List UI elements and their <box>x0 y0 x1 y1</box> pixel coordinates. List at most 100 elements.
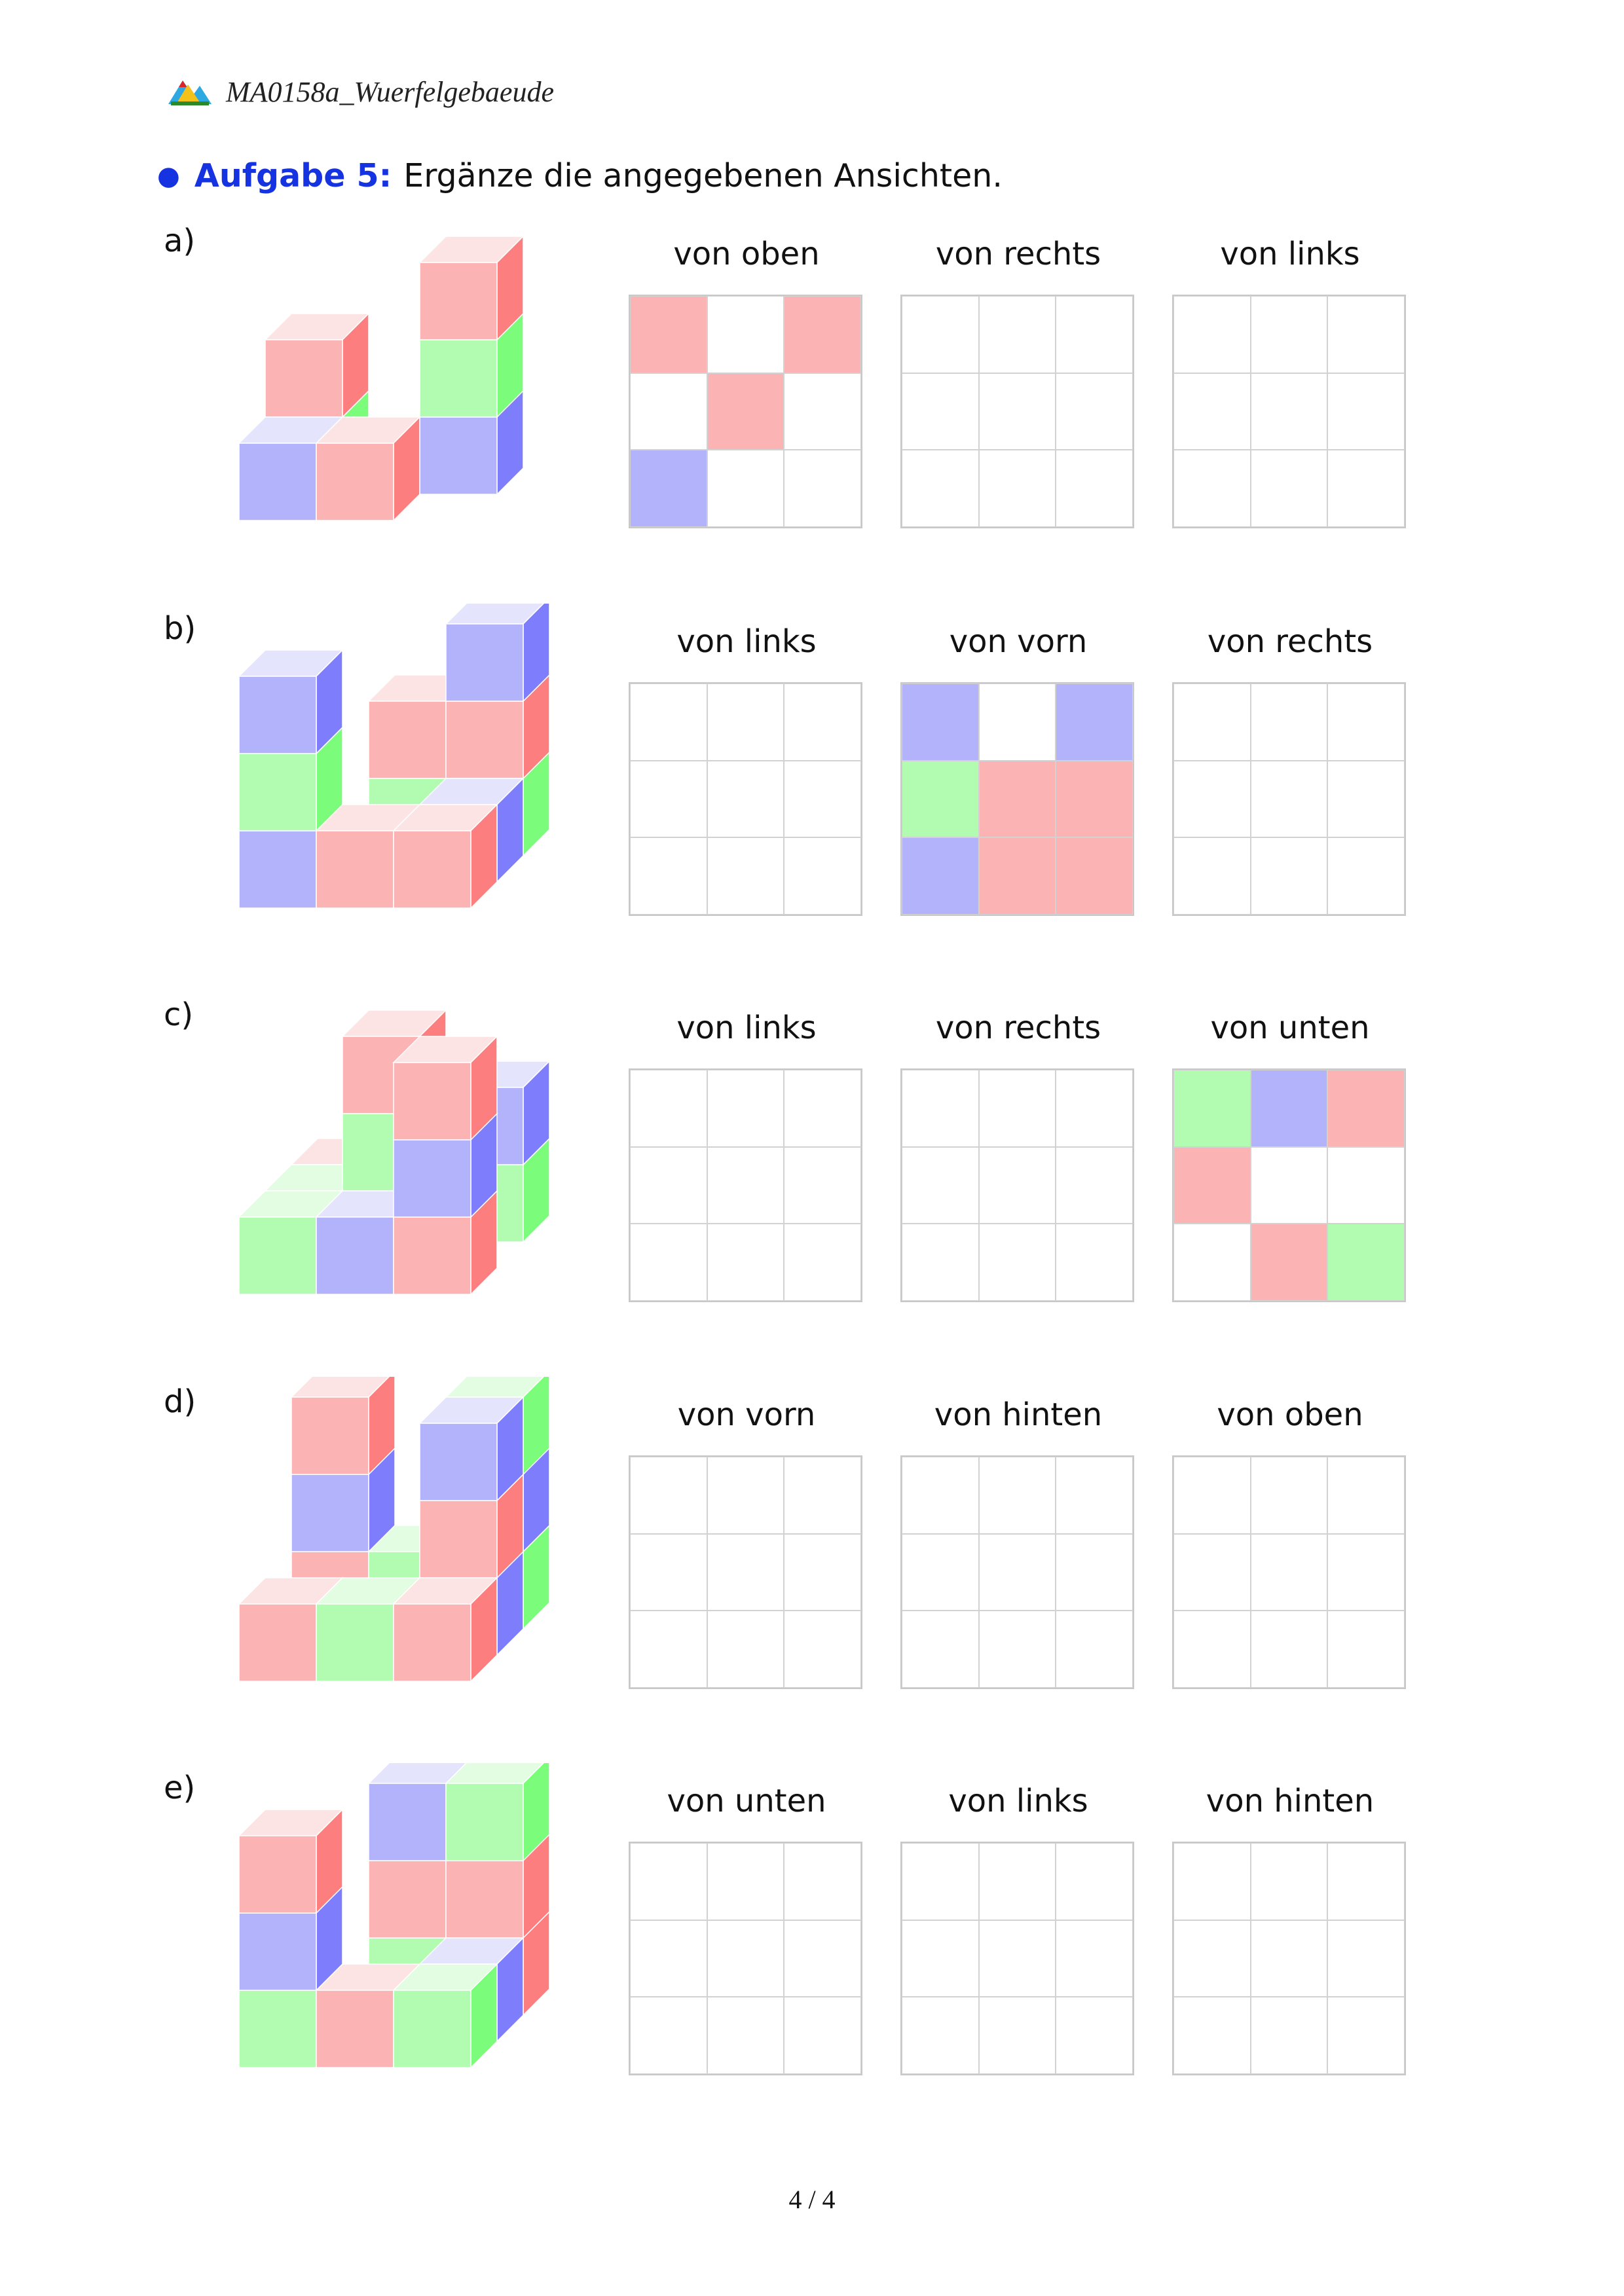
empty-cell[interactable] <box>707 1920 784 1997</box>
empty-cell[interactable] <box>1173 760 1251 838</box>
empty-cell[interactable] <box>784 1146 861 1224</box>
empty-cell[interactable] <box>1327 1146 1405 1224</box>
empty-cell[interactable] <box>1173 1533 1251 1611</box>
empty-cell[interactable] <box>1250 373 1328 450</box>
empty-cell[interactable] <box>1173 683 1251 761</box>
empty-cell[interactable] <box>784 1457 861 1534</box>
empty-cell[interactable] <box>1173 1843 1251 1920</box>
empty-cell[interactable] <box>1173 373 1251 450</box>
empty-cell[interactable] <box>1250 1997 1328 2074</box>
empty-cell[interactable] <box>978 1843 1056 1920</box>
empty-cell[interactable] <box>1250 1457 1328 1534</box>
empty-cell[interactable] <box>630 1843 707 1920</box>
empty-cell[interactable] <box>1327 683 1405 761</box>
empty-cell[interactable] <box>630 760 707 838</box>
empty-cell[interactable] <box>1250 1920 1328 1997</box>
empty-cell[interactable] <box>1250 296 1328 373</box>
empty-cell[interactable] <box>902 1224 979 1301</box>
empty-cell[interactable] <box>1056 1843 1133 1920</box>
empty-cell[interactable] <box>630 683 707 761</box>
empty-cell[interactable] <box>630 1997 707 2074</box>
empty-cell[interactable] <box>1056 373 1133 450</box>
empty-cell[interactable] <box>1056 1533 1133 1611</box>
empty-cell[interactable] <box>902 1611 979 1688</box>
empty-cell[interactable] <box>707 760 784 838</box>
empty-cell[interactable] <box>1250 1146 1328 1224</box>
empty-cell[interactable] <box>978 1611 1056 1688</box>
empty-cell[interactable] <box>1327 1611 1405 1688</box>
empty-cell[interactable] <box>902 373 979 450</box>
empty-cell[interactable] <box>1327 373 1405 450</box>
empty-cell[interactable] <box>1173 450 1251 527</box>
empty-cell[interactable] <box>902 296 979 373</box>
empty-cell[interactable] <box>902 1997 979 2074</box>
empty-cell[interactable] <box>707 1843 784 1920</box>
empty-cell[interactable] <box>630 1533 707 1611</box>
empty-cell[interactable] <box>1250 450 1328 527</box>
empty-cell[interactable] <box>1250 760 1328 838</box>
empty-cell[interactable] <box>707 837 784 915</box>
empty-cell[interactable] <box>1173 1920 1251 1997</box>
empty-cell[interactable] <box>1250 1533 1328 1611</box>
empty-cell[interactable] <box>1173 837 1251 915</box>
empty-cell[interactable] <box>1327 1843 1405 1920</box>
empty-cell[interactable] <box>630 1224 707 1301</box>
empty-cell[interactable] <box>1250 837 1328 915</box>
empty-cell[interactable] <box>1056 1611 1133 1688</box>
empty-cell[interactable] <box>978 373 1056 450</box>
empty-cell[interactable] <box>978 1146 1056 1224</box>
empty-cell[interactable] <box>1327 1533 1405 1611</box>
empty-cell[interactable] <box>978 1533 1056 1611</box>
empty-cell[interactable] <box>1250 683 1328 761</box>
empty-cell[interactable] <box>1250 1611 1328 1688</box>
empty-cell[interactable] <box>1327 1457 1405 1534</box>
empty-cell[interactable] <box>1327 1920 1405 1997</box>
empty-cell[interactable] <box>630 373 707 450</box>
empty-cell[interactable] <box>902 450 979 527</box>
empty-cell[interactable] <box>630 1920 707 1997</box>
empty-cell[interactable] <box>630 837 707 915</box>
empty-cell[interactable] <box>784 1611 861 1688</box>
empty-cell[interactable] <box>902 1533 979 1611</box>
empty-cell[interactable] <box>978 1457 1056 1534</box>
empty-cell[interactable] <box>978 296 1056 373</box>
empty-cell[interactable] <box>1327 296 1405 373</box>
empty-cell[interactable] <box>630 1146 707 1224</box>
empty-cell[interactable] <box>1173 1997 1251 2074</box>
empty-cell[interactable] <box>1327 1997 1405 2074</box>
empty-cell[interactable] <box>784 1533 861 1611</box>
empty-cell[interactable] <box>978 683 1056 761</box>
empty-cell[interactable] <box>1056 1457 1133 1534</box>
empty-cell[interactable] <box>784 373 861 450</box>
empty-cell[interactable] <box>978 1224 1056 1301</box>
empty-cell[interactable] <box>784 1070 861 1147</box>
empty-cell[interactable] <box>978 1920 1056 1997</box>
empty-cell[interactable] <box>902 1457 979 1534</box>
empty-cell[interactable] <box>707 1457 784 1534</box>
empty-cell[interactable] <box>784 450 861 527</box>
empty-cell[interactable] <box>978 450 1056 527</box>
empty-cell[interactable] <box>784 1997 861 2074</box>
empty-cell[interactable] <box>1056 1070 1133 1147</box>
empty-cell[interactable] <box>1056 1224 1133 1301</box>
empty-cell[interactable] <box>784 1920 861 1997</box>
empty-cell[interactable] <box>1056 296 1133 373</box>
empty-cell[interactable] <box>1056 1920 1133 1997</box>
empty-cell[interactable] <box>1173 1611 1251 1688</box>
empty-cell[interactable] <box>630 1457 707 1534</box>
empty-cell[interactable] <box>1056 1146 1133 1224</box>
empty-cell[interactable] <box>707 1224 784 1301</box>
empty-cell[interactable] <box>707 1070 784 1147</box>
empty-cell[interactable] <box>1173 1457 1251 1534</box>
empty-cell[interactable] <box>978 1997 1056 2074</box>
empty-cell[interactable] <box>1056 450 1133 527</box>
empty-cell[interactable] <box>1327 837 1405 915</box>
empty-cell[interactable] <box>784 683 861 761</box>
empty-cell[interactable] <box>784 837 861 915</box>
empty-cell[interactable] <box>784 1843 861 1920</box>
empty-cell[interactable] <box>902 1070 979 1147</box>
empty-cell[interactable] <box>902 1920 979 1997</box>
empty-cell[interactable] <box>1327 450 1405 527</box>
empty-cell[interactable] <box>707 1533 784 1611</box>
empty-cell[interactable] <box>784 760 861 838</box>
